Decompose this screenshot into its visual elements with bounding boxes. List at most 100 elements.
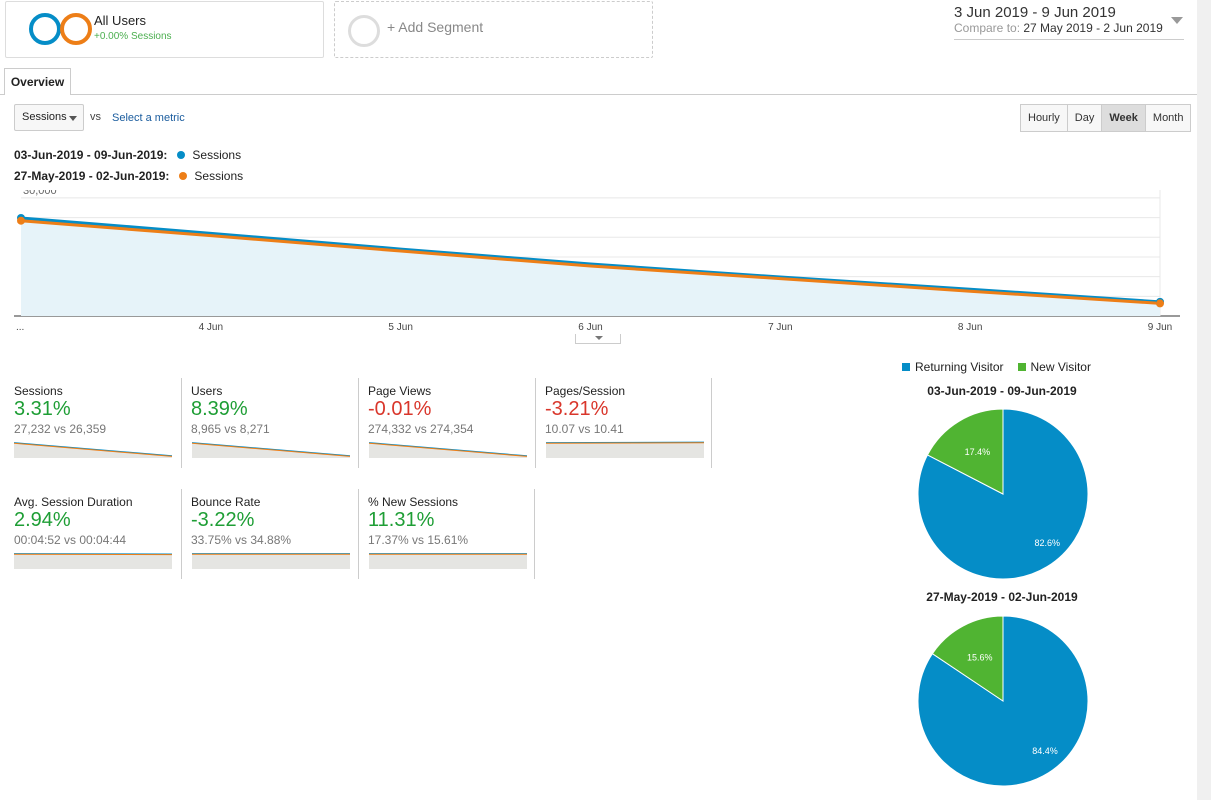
scorecard-name: % New Sessions	[368, 495, 459, 509]
segment-subtitle: +0.00% Sessions	[94, 31, 172, 42]
x-tick-label: 8 Jun	[958, 322, 982, 333]
data-point[interactable]	[1156, 299, 1164, 308]
scorecard-pct: 3.31%	[14, 398, 71, 420]
x-tick-label: 9 Jun	[1148, 322, 1172, 333]
tab-divider	[0, 94, 1197, 95]
scorecard-page-views[interactable]: Page Views -0.01% 274,332 vs 274,354	[358, 378, 535, 468]
sparkline	[369, 442, 527, 458]
scorecard-new-sessions[interactable]: % New Sessions 11.31% 17.37% vs 15.61%	[358, 489, 535, 579]
legend-dot-icon	[177, 151, 186, 159]
scorecard-pct: -3.22%	[191, 509, 255, 531]
legend-dot-icon	[179, 172, 188, 180]
scorecard-compare: 8,965 vs 8,271	[191, 422, 270, 436]
sparkline-area	[546, 442, 704, 458]
pie-slice-new[interactable]	[931, 615, 1004, 702]
scorecard-pct: -0.01%	[368, 398, 432, 420]
scorecard-pct: -3.21%	[545, 398, 609, 420]
scorecard-name: Bounce Rate	[191, 495, 261, 509]
scorecard-name: Page Views	[368, 384, 432, 398]
pie-label-new: 17.4%	[965, 447, 991, 457]
sparkline-previous	[14, 442, 172, 457]
chevron-down-icon	[595, 336, 603, 340]
scorecard-pct: 2.94%	[14, 509, 71, 531]
legend-series: Sessions	[192, 148, 242, 162]
metric-select-value: Sessions	[22, 111, 67, 123]
scorecard-sessions[interactable]: Sessions 3.31% 27,232 vs 26,359	[14, 378, 191, 468]
select-metric-link[interactable]: Select a metric	[112, 112, 185, 124]
scorecard-compare: 00:04:52 vs 00:04:44	[14, 533, 127, 547]
pie-slice-new[interactable]	[926, 408, 1004, 495]
sparkline-current	[192, 442, 350, 457]
pie-legend-returning[interactable]: Returning Visitor	[915, 360, 1004, 374]
scrollbar-gutter	[1197, 0, 1211, 800]
scorecard-avg-session-duration[interactable]: Avg. Session Duration 2.94% 00:04:52 vs …	[14, 489, 191, 579]
data-point[interactable]	[17, 216, 25, 225]
period-toggle: Hourly Day Week Month	[1020, 104, 1192, 132]
compare-value: 27 May 2019 - 2 Jun 2019	[1023, 21, 1163, 35]
scorecard-compare: 10.07 vs 10.41	[545, 422, 624, 436]
pie-chart-current: 17.4% 82.6%	[917, 408, 1089, 580]
legend-current: 03-Jun-2019 - 09-Jun-2019: Sessions	[14, 148, 241, 162]
x-tick-label: 7 Jun	[768, 322, 792, 333]
pie-label-returning: 84.4%	[1032, 746, 1058, 756]
period-day-button[interactable]: Day	[1066, 104, 1103, 132]
series-line-previous	[20, 219, 1161, 305]
sparkline-area	[192, 553, 350, 569]
scorecard-name: Users	[191, 384, 223, 398]
scorecard-compare: 274,332 vs 274,354	[368, 422, 474, 436]
scorecard-compare: 33.75% vs 34.88%	[191, 533, 292, 547]
sparkline	[546, 441, 704, 458]
segment-title: All Users	[94, 13, 147, 28]
scorecard-pct: 8.39%	[191, 398, 248, 420]
date-range-compare: Compare to: 27 May 2019 - 2 Jun 2019	[954, 21, 1163, 35]
sparkline-previous	[192, 442, 350, 457]
scorecard-pct: 11.31%	[368, 509, 435, 531]
add-segment-circle-icon	[348, 15, 380, 47]
chevron-down-icon[interactable]	[1171, 17, 1183, 24]
x-tick-label: 6 Jun	[578, 322, 602, 333]
legend-series: Sessions	[194, 169, 244, 183]
date-range-main[interactable]: 3 Jun 2019 - 9 Jun 2019	[954, 4, 1116, 21]
period-hourly-button[interactable]: Hourly	[1020, 104, 1068, 132]
sparkline	[14, 553, 172, 569]
legend-previous: 27-May-2019 - 02-Jun-2019: Sessions	[14, 169, 243, 183]
legend-range: 27-May-2019 - 02-Jun-2019:	[14, 169, 170, 183]
sparkline-previous	[369, 442, 527, 457]
y-tick-label: 30,000	[23, 190, 57, 197]
add-segment-button[interactable]	[334, 1, 653, 58]
period-week-button[interactable]: Week	[1101, 104, 1146, 132]
scorecard-name: Sessions	[14, 384, 63, 398]
series-line-current	[20, 216, 1161, 304]
metric-select[interactable]: Sessions	[14, 104, 84, 131]
chart-collapse-handle[interactable]	[575, 334, 621, 344]
sparkline	[14, 442, 172, 458]
pie-chart-previous: 15.6% 84.4%	[917, 615, 1089, 787]
period-month-button[interactable]: Month	[1144, 104, 1192, 132]
sparkline	[369, 553, 527, 569]
scorecard-name: Avg. Session Duration	[14, 495, 133, 509]
scorecard-users[interactable]: Users 8.39% 8,965 vs 8,271	[181, 378, 358, 468]
sparkline-current	[14, 442, 172, 457]
tab-overview[interactable]: Overview	[4, 68, 71, 95]
x-tick-label: 4 Jun	[199, 322, 223, 333]
date-range-picker[interactable]	[954, 4, 1184, 40]
vs-label: vs	[90, 111, 101, 123]
pie-title-previous: 27-May-2019 - 02-Jun-2019	[926, 590, 1078, 604]
new-visitor-swatch-icon	[1017, 363, 1026, 371]
sparkline-current	[369, 442, 527, 457]
pie-legend: Returning Visitor New Visitor	[902, 360, 1091, 374]
x-tick-label: ...	[16, 322, 24, 333]
pie-legend-new[interactable]: New Visitor	[1030, 360, 1091, 374]
scorecard-pages-session[interactable]: Pages/Session -3.21% 10.07 vs 10.41	[535, 378, 712, 468]
compare-label: Compare to:	[954, 21, 1021, 35]
scorecard-bounce-rate[interactable]: Bounce Rate -3.22% 33.75% vs 34.88%	[181, 489, 358, 579]
scorecard-compare: 27,232 vs 26,359	[14, 422, 107, 436]
sparkline-area	[14, 553, 172, 569]
sparkline	[192, 442, 350, 458]
add-segment-label[interactable]: + Add Segment	[387, 19, 484, 35]
sparkline-area	[369, 553, 527, 569]
chevron-down-icon	[69, 116, 77, 121]
returning-visitor-swatch-icon	[902, 363, 910, 371]
segment-circles-icon	[29, 13, 92, 45]
scorecard-compare: 17.37% vs 15.61%	[368, 533, 469, 547]
